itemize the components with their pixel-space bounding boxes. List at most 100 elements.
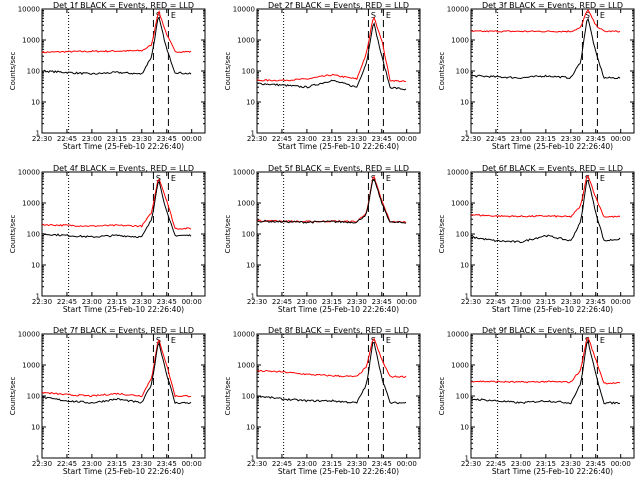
y-tick-label: 100	[456, 231, 469, 239]
x-tick-label: 23:15	[322, 298, 342, 306]
panel-title: Det 1f BLACK = Events, RED = LLD	[53, 1, 194, 10]
x-tick-label: 23:00	[297, 298, 317, 306]
x-tick-label: 23:15	[107, 298, 127, 306]
x-tick-label: 23:15	[322, 460, 342, 468]
y-tick-label: 1	[251, 130, 255, 138]
x-tick-label: 00:00	[182, 460, 202, 468]
x-axis-label: Start Time (25-Feb-10 22:26:40)	[278, 305, 399, 314]
plot-frame	[256, 8, 421, 134]
x-tick-label: 23:15	[322, 135, 342, 143]
y-tick-label: 1000	[237, 37, 255, 45]
panel-title: Det 3f BLACK = Events, RED = LLD	[482, 1, 623, 10]
x-tick-label: 23:30	[347, 298, 367, 306]
start-marker-letter: S	[371, 174, 376, 183]
x-tick-label: 23:15	[536, 135, 556, 143]
y-tick-label: 10	[246, 424, 255, 432]
x-tick-label: 23:45	[157, 135, 177, 143]
y-tick-label: 1000	[451, 362, 469, 370]
y-tick-label: 1	[36, 293, 40, 301]
x-tick-label: 23:30	[132, 135, 152, 143]
start-marker-letter: S	[156, 174, 161, 183]
y-axis-label: Counts/sec	[438, 215, 446, 254]
series-lld-line	[41, 339, 192, 398]
series-events-line	[41, 180, 192, 239]
x-tick-label: 00:00	[611, 460, 631, 468]
panel-title: Det 4f BLACK = Events, RED = LLD	[53, 164, 194, 173]
panel-det-5: Det 5f BLACK = Events, RED = LLD 1 10 100 10…	[224, 164, 421, 314]
x-tick-label: 23:00	[82, 298, 102, 306]
plot-frame	[256, 171, 421, 297]
x-tick-label: 23:00	[297, 460, 317, 468]
panel-det-2: Det 2f BLACK = Events, RED = LLD 1 10 100 10…	[224, 1, 421, 151]
panel-title: Det 9f BLACK = Events, RED = LLD	[482, 326, 623, 335]
y-axis-label: Counts/sec	[224, 377, 232, 416]
y-tick-label: 1000	[451, 37, 469, 45]
plot-frame	[470, 171, 635, 297]
x-tick-label: 23:45	[586, 298, 606, 306]
panel-title: Det 8f BLACK = Events, RED = LLD	[268, 326, 409, 335]
x-tick-label: 22:45	[486, 460, 506, 468]
x-tick-label: 22:45	[486, 135, 506, 143]
x-axis-label: Start Time (25-Feb-10 22:26:40)	[278, 142, 399, 151]
x-tick-label: 23:00	[511, 460, 531, 468]
series-lld-line	[470, 337, 621, 385]
x-tick-label: 22:45	[57, 298, 77, 306]
series-events-line	[256, 178, 407, 224]
end-marker-letter: E	[600, 11, 605, 20]
x-tick-label: 00:00	[397, 298, 417, 306]
y-tick-label: 10000	[18, 6, 40, 14]
x-tick-label: 23:45	[372, 135, 392, 143]
panel-title: Det 2f BLACK = Events, RED = LLD	[268, 1, 409, 10]
x-tick-label: 22:45	[272, 135, 292, 143]
x-axis-label: Start Time (25-Feb-10 22:26:40)	[278, 467, 399, 476]
x-tick-label: 22:30	[247, 298, 267, 306]
y-tick-label: 1000	[237, 362, 255, 370]
y-tick-label: 10	[31, 262, 40, 270]
x-tick-label: 22:30	[247, 135, 267, 143]
x-tick-label: 22:30	[32, 460, 52, 468]
x-tick-label: 23:00	[82, 460, 102, 468]
y-tick-label: 1	[465, 455, 469, 463]
end-marker-letter: E	[171, 336, 176, 345]
y-tick-label: 100	[242, 393, 255, 401]
y-axis-label: Counts/sec	[9, 215, 17, 254]
series-events-line	[470, 17, 621, 80]
end-marker-letter: E	[386, 174, 391, 183]
panel-det-1: Det 1f BLACK = Events, RED = LLD 1 10 100 10…	[9, 1, 206, 151]
y-tick-label: 1000	[22, 362, 40, 370]
y-tick-label: 10000	[18, 169, 40, 177]
y-tick-label: 100	[242, 68, 255, 76]
y-tick-label: 1	[251, 293, 255, 301]
y-tick-label: 100	[456, 393, 469, 401]
y-tick-label: 100	[27, 68, 40, 76]
x-axis-label: Start Time (25-Feb-10 22:26:40)	[492, 305, 613, 314]
series-events-line	[256, 342, 407, 405]
x-axis-label: Start Time (25-Feb-10 22:26:40)	[63, 142, 184, 151]
series-events-line	[41, 16, 192, 75]
x-tick-label: 22:45	[272, 460, 292, 468]
y-tick-label: 1000	[451, 200, 469, 208]
y-tick-label: 10	[460, 99, 469, 107]
x-tick-label: 23:30	[561, 298, 581, 306]
x-tick-label: 23:00	[297, 135, 317, 143]
x-tick-label: 23:15	[107, 135, 127, 143]
y-tick-label: 100	[27, 231, 40, 239]
plot-frame	[256, 333, 421, 459]
x-tick-label: 23:00	[511, 135, 531, 143]
y-tick-label: 10	[31, 99, 40, 107]
y-tick-label: 10	[460, 262, 469, 270]
series-lld-line	[41, 10, 192, 54]
y-tick-label: 1	[36, 130, 40, 138]
y-tick-label: 10000	[447, 169, 469, 177]
y-tick-label: 100	[456, 68, 469, 76]
x-tick-label: 23:45	[586, 135, 606, 143]
y-axis-label: Counts/sec	[224, 52, 232, 91]
x-tick-label: 22:30	[32, 298, 52, 306]
y-axis-label: Counts/sec	[9, 377, 17, 416]
y-tick-label: 1	[465, 293, 469, 301]
x-axis-label: Start Time (25-Feb-10 22:26:40)	[63, 467, 184, 476]
panel-det-8: Det 8f BLACK = Events, RED = LLD 1 10 100 10…	[224, 326, 421, 476]
x-tick-label: 23:45	[157, 460, 177, 468]
series-lld-line	[256, 175, 407, 224]
panel-det-9: Det 9f BLACK = Events, RED = LLD 1 10 100 10…	[438, 326, 635, 476]
